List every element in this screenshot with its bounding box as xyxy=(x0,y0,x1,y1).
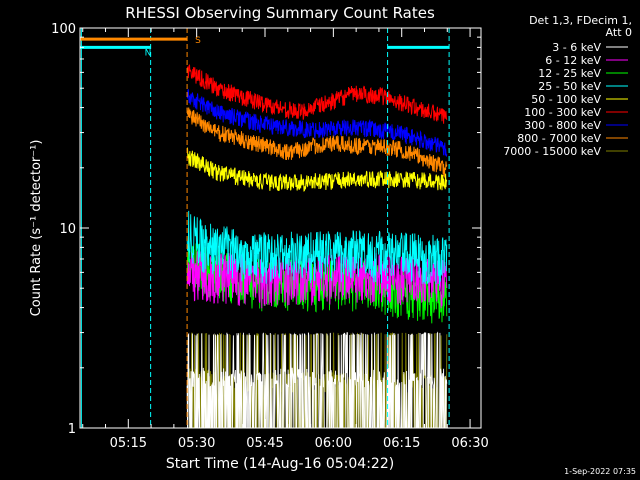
legend-label: 25 - 50 keV xyxy=(538,80,601,93)
series-line-25-50-kev xyxy=(186,210,448,286)
series-group xyxy=(186,64,448,428)
legend-label: 12 - 25 keV xyxy=(538,67,601,80)
x-axis-label: Start Time (14-Aug-16 05:04:22) xyxy=(166,456,394,472)
footer-timestamp: 1-Sep-2022 07:35 xyxy=(564,467,636,476)
legend-header: Det 1,3, FDecim 1, xyxy=(529,14,632,27)
axes: 1 10 100 05:15 05:30 05:45 06:00 06:15 06:30 xyxy=(51,22,489,451)
legend-label: 6 - 12 keV xyxy=(545,54,601,67)
y-axis-label: Count Rate (s⁻¹ detector⁻¹) xyxy=(29,140,44,317)
series-line-100-300-kev xyxy=(186,64,448,124)
series-line-3-6-kev xyxy=(186,331,448,428)
legend-label: 7000 - 15000 keV xyxy=(503,145,601,158)
chart-title: RHESSI Observing Summary Count Rates xyxy=(125,4,435,22)
series-line-300-800-kev xyxy=(186,89,448,157)
legend-header: Att 0 xyxy=(606,26,632,39)
series-line-800-7000-kev xyxy=(186,107,448,179)
y-tick-label: 10 xyxy=(59,222,76,237)
legend-label: 50 - 100 keV xyxy=(531,93,601,106)
series-line-6-12-kev xyxy=(186,249,448,309)
y-tick-label: 1 xyxy=(68,422,76,437)
legend-label: 3 - 6 keV xyxy=(552,41,601,54)
y-tick-label: 100 xyxy=(51,22,76,37)
legend-label: 100 - 300 keV xyxy=(524,106,601,119)
x-tick-label: 05:30 xyxy=(178,436,215,451)
plot-area: NS xyxy=(80,28,450,428)
x-tick-label: 05:45 xyxy=(246,436,283,451)
legend-label: 800 - 7000 keV xyxy=(517,132,601,145)
annotation-label-n: N xyxy=(145,48,152,58)
x-tick-label: 06:15 xyxy=(383,436,420,451)
plot-frame xyxy=(79,27,482,429)
legend-label: 300 - 800 keV xyxy=(524,119,601,132)
x-tick-label: 06:00 xyxy=(315,436,352,451)
x-tick-label: 05:15 xyxy=(110,436,147,451)
series-line-50-100-kev xyxy=(186,147,448,192)
annotation-label-s: S xyxy=(195,36,201,46)
x-tick-label: 06:30 xyxy=(451,436,488,451)
